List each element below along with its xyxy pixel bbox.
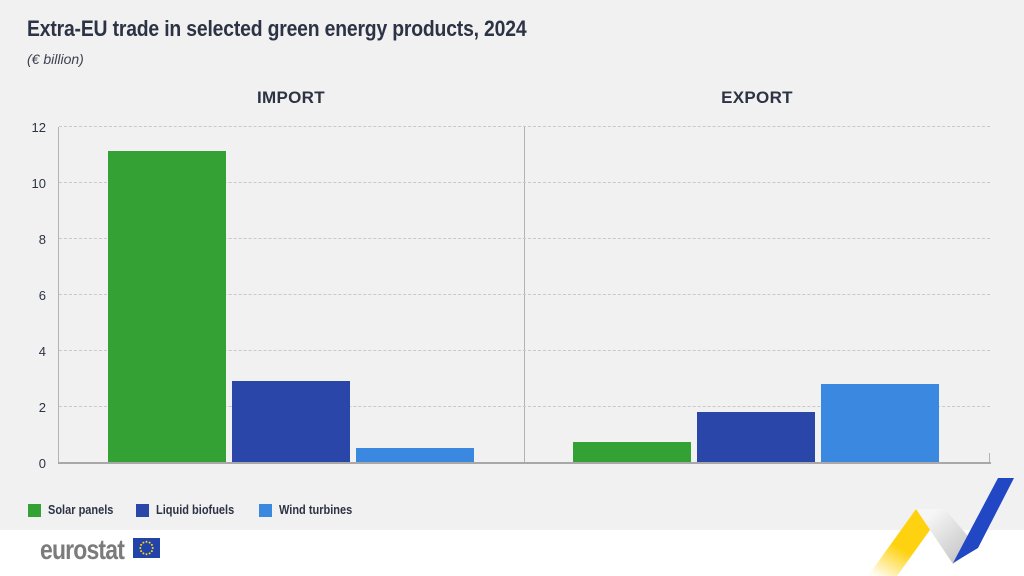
panel-label-import: IMPORT <box>257 88 325 107</box>
gridline-8 <box>59 238 990 239</box>
bar-import-solar-panels <box>108 151 226 462</box>
bar-import-liquid-biofuels <box>232 381 350 462</box>
y-tick-label-4: 4 <box>38 344 46 359</box>
eu-flag-icon <box>133 538 160 558</box>
y-axis-tick-labels: 0 2 4 6 8 10 12 <box>18 121 46 470</box>
legend-label: Solar panels <box>48 503 114 517</box>
legend-swatch-solar-panels <box>28 503 41 517</box>
plot-area <box>58 126 991 464</box>
eurostat-logo: eurostat <box>40 534 125 565</box>
x-axis-end-tick <box>989 453 990 463</box>
x-axis-line <box>58 462 991 464</box>
y-axis-line <box>58 127 59 463</box>
y-tick-label-2: 2 <box>38 400 46 415</box>
gridline-6 <box>59 294 990 295</box>
legend-label: Wind turbines <box>279 503 353 517</box>
legend-item-solar-panels: Solar panels <box>28 503 122 517</box>
gridline-10 <box>59 182 990 183</box>
legend-item-liquid-biofuels: Liquid biofuels <box>136 503 245 517</box>
legend-swatch-liquid-biofuels <box>136 503 150 517</box>
bar-export-solar-panels <box>573 442 691 462</box>
y-tick-label-12: 12 <box>31 120 46 135</box>
gridline-4 <box>59 350 990 351</box>
footer-bar: eurostat <box>0 530 1024 576</box>
panel-divider-line <box>524 127 525 463</box>
bar-export-wind-turbines <box>821 384 939 462</box>
unit-subtitle: (€ billion) <box>27 51 84 67</box>
chart-legend: Solar panels Liquid biofuels Wind turbines <box>28 503 362 517</box>
y-tick-label-10: 10 <box>31 176 46 191</box>
gridline-12 <box>59 126 990 127</box>
y-tick-label-8: 8 <box>38 232 46 247</box>
trend-arrow-decoration <box>868 478 1014 576</box>
legend-item-wind-turbines: Wind turbines <box>259 503 362 517</box>
bar-export-liquid-biofuels <box>697 412 815 462</box>
legend-swatch-wind-turbines <box>259 503 273 517</box>
gridline-2 <box>59 406 990 407</box>
y-tick-label-6: 6 <box>38 288 46 303</box>
page-title: Extra-EU trade in selected green energy … <box>27 16 527 41</box>
legend-label: Liquid biofuels <box>156 503 235 517</box>
y-tick-label-0: 0 <box>38 456 46 471</box>
panel-label-export: EXPORT <box>721 88 793 107</box>
bar-import-wind-turbines <box>356 448 474 462</box>
